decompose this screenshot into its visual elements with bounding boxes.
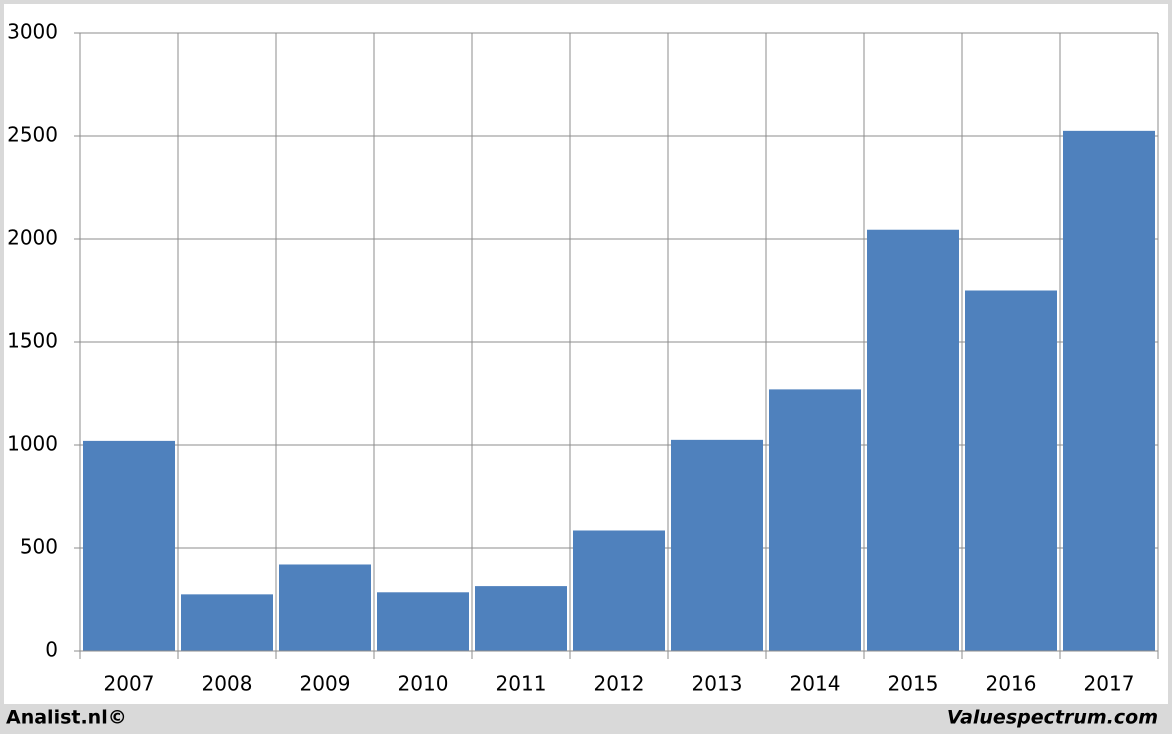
bar <box>377 592 469 651</box>
bar <box>181 594 273 651</box>
x-tick-label: 2016 <box>986 672 1037 696</box>
y-tick-label: 1500 <box>7 329 58 353</box>
x-tick-label: 2015 <box>888 672 939 696</box>
x-tick-label: 2011 <box>496 672 547 696</box>
bar <box>867 229 959 652</box>
x-tick-label: 2007 <box>104 672 155 696</box>
x-tick-label: 2008 <box>202 672 253 696</box>
bar <box>965 290 1057 651</box>
x-tick-label: 2009 <box>300 672 351 696</box>
x-tick-label: 2010 <box>398 672 449 696</box>
credit-right: Valuespectrum.com <box>947 707 1158 729</box>
y-tick-label: 0 <box>45 638 58 662</box>
bar <box>671 439 763 651</box>
bar <box>573 530 665 651</box>
bar <box>1063 130 1155 652</box>
x-tick-label: 2013 <box>692 672 743 696</box>
bar <box>475 586 567 651</box>
x-tick-label: 2014 <box>790 672 841 696</box>
x-tick-label: 2017 <box>1084 672 1135 696</box>
credit-left: Analist.nl© <box>6 707 127 729</box>
bar <box>769 389 861 651</box>
y-tick-label: 3000 <box>7 20 58 44</box>
bar <box>83 440 175 651</box>
y-tick-label: 1000 <box>7 432 58 456</box>
y-tick-label: 500 <box>20 535 58 559</box>
x-tick-label: 2012 <box>594 672 645 696</box>
y-tick-label: 2000 <box>7 226 58 250</box>
y-tick-label: 2500 <box>7 123 58 147</box>
bar <box>279 564 371 651</box>
